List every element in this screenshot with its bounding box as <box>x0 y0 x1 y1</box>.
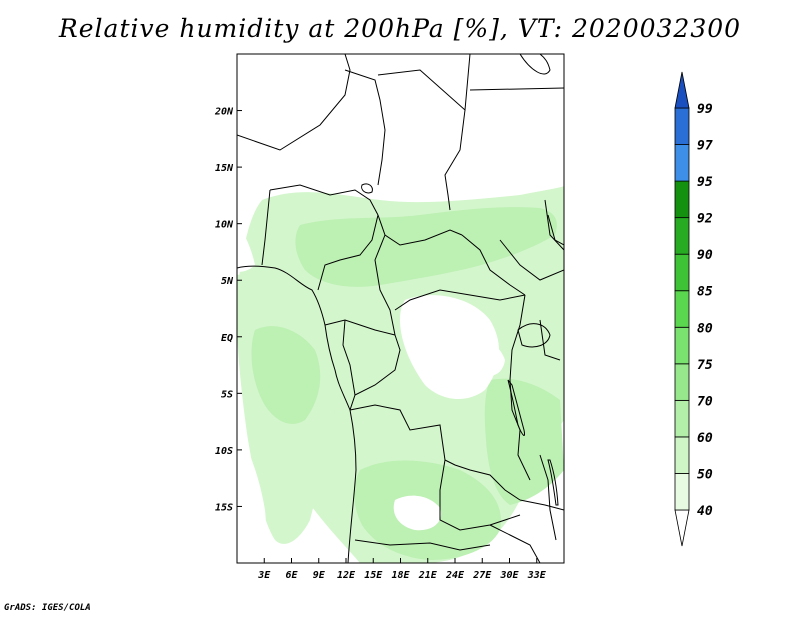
colorbar: 40 50 60 70 75 80 85 90 92 95 97 99 <box>674 71 713 547</box>
border-nigeria-niger <box>269 184 379 216</box>
x-tick-label: 12E <box>337 570 356 581</box>
colorbar-bin <box>674 326 690 365</box>
country-borders <box>237 54 564 563</box>
colorbar-bin <box>674 290 690 328</box>
y-axis: 20N 15N 10N 5N EQ 5S 10S 15S <box>214 107 242 513</box>
colorbar-bin <box>674 107 690 145</box>
colorbar-bin <box>674 217 690 255</box>
border-nigeria-cameroon <box>317 214 379 291</box>
border-niger-libya <box>344 69 386 186</box>
colorbar-bin <box>674 180 690 219</box>
lake-victoria <box>517 323 551 348</box>
map-title: Relative humidity at 200hPa [%], VT: 202… <box>58 14 742 43</box>
colorbar-label: 40 <box>697 504 713 519</box>
x-tick-label: 33E <box>527 570 547 581</box>
border-gabon-congo <box>342 319 356 396</box>
lake-chad <box>361 183 373 194</box>
y-tick-label: 10N <box>215 220 234 231</box>
border-angola-namibia <box>354 539 491 551</box>
colorbar-label: 85 <box>697 285 713 300</box>
border-angola-drc <box>349 404 446 461</box>
y-tick-label: 5S <box>221 389 233 400</box>
colorbar-bin <box>674 363 690 401</box>
colorbar-label: 97 <box>697 139 713 154</box>
border-car-drc <box>394 289 526 311</box>
humidity-region-core-west <box>251 326 321 424</box>
x-axis: 3E 6E 9E 12E 15E 18E 21E 24E 27E 30E 33E <box>257 558 547 581</box>
colorbar-label: 92 <box>697 212 713 227</box>
y-tick-label: 5N <box>221 276 234 287</box>
dry-patch-north <box>237 54 564 210</box>
coastline-west-africa <box>237 265 357 563</box>
colorbar-label: 60 <box>697 431 713 446</box>
colorbar-bin <box>674 144 690 182</box>
colorbar-label: 50 <box>697 467 713 482</box>
y-tick-label: EQ <box>221 333 233 344</box>
colorbar-bin <box>674 509 690 547</box>
border-congo-drc <box>349 334 401 411</box>
y-tick-label: 15S <box>215 502 233 513</box>
y-tick-label: 10S <box>215 446 233 457</box>
coastline-red-sea <box>519 54 551 75</box>
border-tanzania-mozambique <box>519 499 564 511</box>
colorbar-bin <box>674 71 690 109</box>
border-egypt-sudan <box>469 87 564 91</box>
x-tick-label: 18E <box>391 570 410 581</box>
border-zambia-south <box>439 459 521 531</box>
x-tick-label: 15E <box>364 570 383 581</box>
border-car-north <box>461 234 526 296</box>
colorbar-bin <box>674 436 690 474</box>
x-tick-label: 9E <box>313 570 326 581</box>
dry-patch-east-small <box>467 338 505 376</box>
colorbar-bin <box>674 399 690 438</box>
dry-patch-west-coast <box>237 220 255 272</box>
lake-tanganyika <box>507 379 525 436</box>
colorbar-bin <box>674 253 690 292</box>
humidity-region-core-north <box>295 207 557 287</box>
border-cameroon-car <box>374 234 396 336</box>
border-zambia-zimbabwe <box>489 524 541 563</box>
x-tick-label: 24E <box>445 570 465 581</box>
border-south-sudan <box>499 239 564 281</box>
border-gabon <box>324 319 396 336</box>
border-algeria-niger <box>237 54 351 151</box>
coastline-horn <box>547 214 564 246</box>
colorbar-label: 70 <box>697 394 713 409</box>
border-libya-chad <box>377 54 471 112</box>
colorbar-bin <box>674 473 690 511</box>
colorbar-label: 90 <box>697 248 713 263</box>
x-tick-label: 30E <box>499 570 519 581</box>
x-tick-label: 6E <box>285 570 298 581</box>
x-tick-label: 21E <box>418 570 438 581</box>
credit-label: GrADS: IGES/COLA <box>4 603 91 613</box>
x-tick-label: 3E <box>257 570 271 581</box>
border-angola-zambia <box>444 459 521 501</box>
colorbar-label: 80 <box>697 321 713 336</box>
border-chad-sudan <box>444 109 466 211</box>
dry-patch-southwest <box>237 430 266 563</box>
colorbar-label: 95 <box>697 175 713 190</box>
dry-patch-south-swirl <box>393 495 442 531</box>
x-tick-label: 27E <box>472 570 492 581</box>
dry-patch-central <box>400 295 500 400</box>
border-uganda-kenya <box>539 319 561 361</box>
humidity-region-core-east <box>484 378 564 505</box>
humidity-field <box>237 54 564 563</box>
colorbar-label: 99 <box>697 102 713 117</box>
border-cameroon-chad <box>377 214 463 246</box>
border-benin <box>261 189 271 266</box>
colorbar-label: 75 <box>697 358 713 373</box>
y-tick-label: 20N <box>214 107 234 118</box>
border-malawi-mozambique <box>539 454 557 541</box>
y-tick-label: 15N <box>215 163 234 174</box>
border-ethiopia <box>544 199 564 251</box>
lake-malawi <box>547 459 559 506</box>
